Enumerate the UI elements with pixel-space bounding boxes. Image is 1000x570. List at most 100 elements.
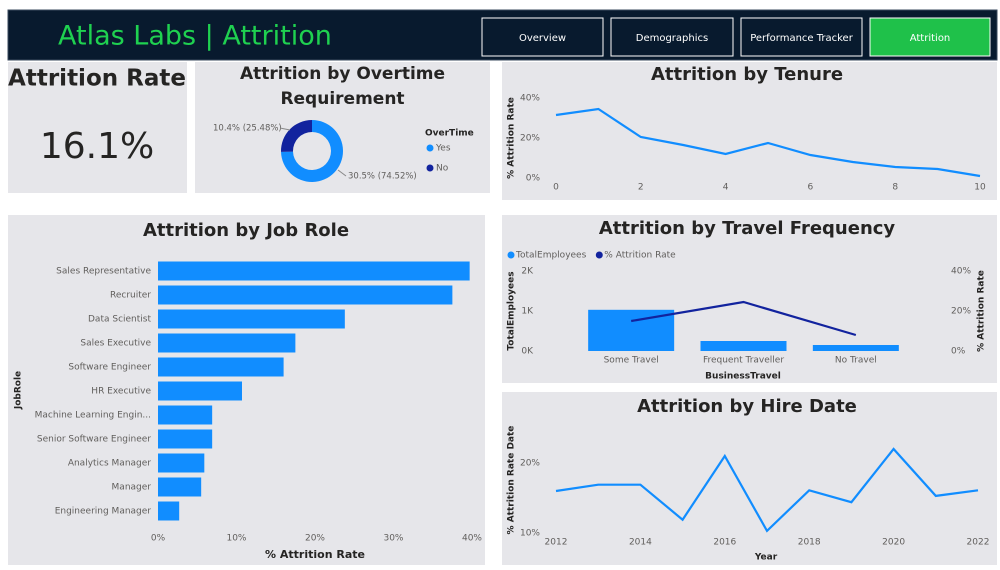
bar bbox=[158, 357, 284, 377]
y-tick-label: Recruiter bbox=[110, 291, 151, 301]
y2-tick-label: 0% bbox=[951, 347, 966, 357]
x-tick-label: 40% bbox=[462, 534, 482, 544]
y-tick-label: 20% bbox=[520, 459, 540, 469]
y-tick-label: Machine Learning Engin... bbox=[35, 411, 151, 421]
x-tick-label: 2022 bbox=[967, 538, 990, 548]
legend-marker bbox=[507, 251, 515, 259]
x-tick-label: 6 bbox=[808, 183, 814, 193]
axis-title: TotalEmployees bbox=[507, 271, 517, 350]
y-tick-label: 0K bbox=[521, 347, 534, 357]
legend-label: TotalEmployees bbox=[515, 251, 587, 261]
x-tick-label: 30% bbox=[383, 534, 403, 544]
axis-title: % Attrition Rate bbox=[977, 270, 987, 352]
panel bbox=[502, 62, 997, 200]
x-tick-label: 10 bbox=[974, 183, 986, 193]
chart-title: Attrition by Overtime Requirement bbox=[239, 64, 446, 109]
panel bbox=[502, 215, 997, 383]
leader-line bbox=[279, 127, 291, 131]
legend-label: No bbox=[436, 164, 449, 174]
x-tick-label: 2018 bbox=[798, 538, 821, 548]
legend-marker bbox=[426, 144, 434, 152]
nav-tab[interactable] bbox=[610, 17, 734, 57]
axis-title: BusinessTravel bbox=[705, 372, 781, 382]
panel bbox=[195, 62, 490, 193]
bar bbox=[158, 261, 470, 281]
nav-tab[interactable] bbox=[869, 17, 991, 57]
bar bbox=[158, 477, 202, 497]
x-tick-label: 8 bbox=[892, 183, 898, 193]
nav-tab-label[interactable]: Performance Tracker bbox=[750, 33, 854, 44]
x-tick-label: 20% bbox=[305, 534, 325, 544]
y-tick-label: 40% bbox=[520, 94, 540, 104]
bar bbox=[158, 285, 453, 305]
title-box: Attrition by Overtime Requirement bbox=[239, 64, 446, 109]
y-tick-label: HR Executive bbox=[91, 387, 151, 397]
bar bbox=[158, 429, 213, 449]
chart-title: Attrition by Job Role bbox=[143, 220, 349, 241]
y-tick-label: Software Engineer bbox=[68, 363, 151, 373]
bar bbox=[700, 341, 787, 351]
nav-tab[interactable] bbox=[481, 17, 604, 57]
panel bbox=[502, 392, 997, 565]
x-tick-label: 2016 bbox=[713, 538, 736, 548]
nav-tab[interactable] bbox=[740, 17, 863, 57]
legend-marker bbox=[426, 164, 434, 172]
donut-slice bbox=[281, 120, 312, 152]
kpi-title: Attrition Rate bbox=[8, 66, 186, 92]
x-tick-label: Some Travel bbox=[604, 356, 659, 366]
y-tick-label: Data Scientist bbox=[88, 315, 151, 325]
donut-slice bbox=[281, 120, 344, 182]
bar bbox=[158, 501, 180, 521]
leader-line bbox=[337, 169, 347, 177]
kpi-value: 16.1% bbox=[40, 126, 154, 167]
data-label: 10.4% (25.48%) bbox=[213, 124, 282, 134]
bar bbox=[158, 381, 242, 401]
x-tick-label: 2012 bbox=[545, 538, 568, 548]
kpi-panel bbox=[8, 62, 187, 193]
legend-marker bbox=[595, 251, 603, 259]
y-tick-label: Senior Software Engineer bbox=[37, 435, 151, 445]
y2-tick-label: 20% bbox=[951, 307, 971, 317]
legend-title: OverTime bbox=[425, 129, 474, 139]
line bbox=[555, 107, 981, 178]
nav-tab-label[interactable]: Attrition bbox=[910, 33, 951, 44]
y-tick-label: 20% bbox=[520, 134, 540, 144]
line bbox=[555, 447, 979, 533]
nav-tab-label[interactable]: Demographics bbox=[636, 33, 708, 44]
line bbox=[630, 300, 857, 337]
bar bbox=[158, 333, 296, 353]
chart-title: Attrition by Hire Date bbox=[637, 396, 857, 417]
legend-label: Yes bbox=[435, 144, 451, 154]
axis-title: Year bbox=[754, 553, 778, 563]
chart-title: Attrition by Tenure bbox=[651, 64, 843, 85]
nav-tab-label[interactable]: Overview bbox=[519, 33, 566, 44]
y2-tick-label: 40% bbox=[951, 267, 971, 277]
x-tick-label: 10% bbox=[226, 534, 246, 544]
data-label: 30.5% (74.52%) bbox=[348, 172, 417, 182]
bar bbox=[158, 405, 213, 425]
axis-title: % Attrition Rate bbox=[265, 548, 365, 561]
axis-title: % Attrition Rate Date bbox=[507, 426, 517, 535]
bar bbox=[812, 345, 899, 351]
y-tick-label: 2K bbox=[521, 267, 534, 277]
y-tick-label: Engineering Manager bbox=[55, 507, 152, 517]
x-tick-label: 2014 bbox=[629, 538, 652, 548]
axis-title: JobRole bbox=[14, 371, 24, 410]
axis-title: % Attrition Rate bbox=[507, 97, 517, 179]
x-tick-label: Frequent Traveller bbox=[703, 356, 784, 366]
chart-title: Attrition by Travel Frequency bbox=[599, 218, 896, 239]
y-tick-label: 0% bbox=[526, 174, 541, 184]
x-tick-label: 2020 bbox=[882, 538, 905, 548]
x-tick-label: 4 bbox=[723, 183, 729, 193]
y-tick-label: 1K bbox=[521, 307, 534, 317]
legend-label: % Attrition Rate bbox=[604, 251, 676, 261]
x-tick-label: 0% bbox=[151, 534, 166, 544]
y-tick-label: 10% bbox=[520, 529, 540, 539]
y-tick-label: Manager bbox=[112, 483, 152, 493]
bar bbox=[158, 453, 205, 473]
bar bbox=[158, 309, 345, 329]
x-tick-label: 0 bbox=[553, 183, 559, 193]
x-tick-label: 2 bbox=[638, 183, 644, 193]
